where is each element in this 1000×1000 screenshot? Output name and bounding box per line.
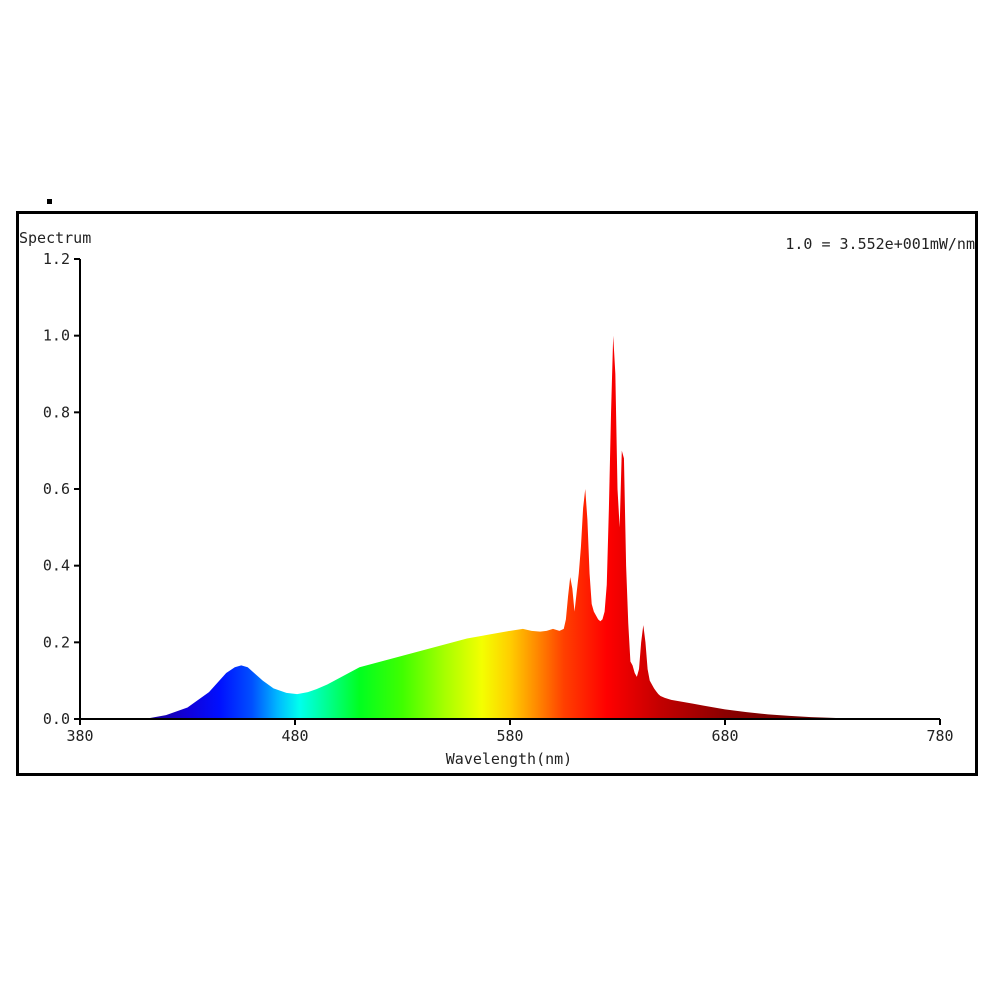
- spectrum-area: [80, 335, 940, 719]
- spectrum-chart: 0.0 0.2 0.4 0.6 0.8 1.0 1.2 380 480 580 680 780 Spe…: [19, 229, 975, 768]
- y-tick-label: 0.6: [43, 480, 70, 498]
- x-tick-label: 580: [496, 727, 523, 745]
- chart-frame: 0.0 0.2 0.4 0.6 0.8 1.0 1.2 380 480 580 680 780 Spe…: [16, 211, 978, 776]
- x-tick-label: 480: [281, 727, 308, 745]
- spectrum-fill-group: [80, 335, 940, 719]
- axes: 0.0 0.2 0.4 0.6 0.8 1.0 1.2 380 480 580 680 780: [43, 250, 954, 745]
- y-tick-label: 0.0: [43, 710, 70, 728]
- corner-marker: [47, 199, 52, 204]
- x-axis-label: Wavelength(nm): [446, 750, 572, 768]
- y-tick-label: 0.4: [43, 557, 70, 575]
- y-tick-label: 0.8: [43, 403, 70, 421]
- y-axis-label: Spectrum: [19, 229, 91, 247]
- y-tick-label: 0.2: [43, 633, 70, 651]
- x-tick-label: 380: [66, 727, 93, 745]
- scale-note: 1.0 = 3.552e+001mW/nm: [785, 235, 975, 253]
- y-tick-label: 1.2: [43, 250, 70, 268]
- x-tick-label: 780: [926, 727, 953, 745]
- y-tick-label: 1.0: [43, 327, 70, 345]
- x-tick-label: 680: [711, 727, 738, 745]
